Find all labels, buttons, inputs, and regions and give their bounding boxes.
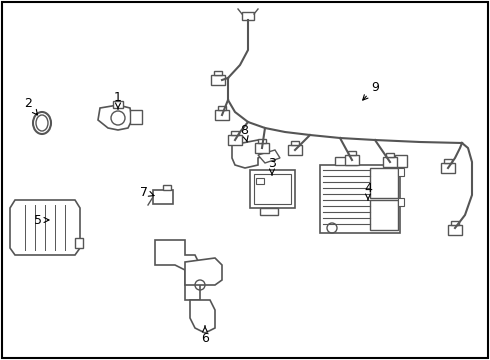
Bar [395,155,407,167]
Bar [448,225,462,235]
Bar [335,157,357,165]
Bar [163,185,171,190]
Polygon shape [190,300,215,333]
Bar [211,75,225,85]
Bar [383,157,397,167]
Polygon shape [155,240,200,300]
Polygon shape [232,140,265,168]
Bar [320,165,400,233]
Bar [153,190,173,204]
Bar [255,143,269,153]
Polygon shape [218,106,226,110]
Text: 3: 3 [268,157,276,175]
Polygon shape [451,221,459,225]
Bar [370,168,398,198]
Text: 2: 2 [24,96,38,115]
Polygon shape [258,150,280,163]
Text: 6: 6 [201,326,209,345]
Bar [398,168,404,176]
Bar [260,208,278,215]
Bar [345,155,359,165]
Text: 9: 9 [363,81,379,100]
Polygon shape [98,105,132,130]
Polygon shape [185,258,222,285]
Polygon shape [291,141,299,145]
Bar [113,101,123,108]
Text: 8: 8 [240,123,248,142]
Polygon shape [348,151,356,155]
Bar [256,178,264,184]
Text: 4: 4 [364,181,372,200]
Polygon shape [258,139,266,143]
Polygon shape [10,200,80,255]
Bar [254,174,291,204]
Bar [215,110,229,120]
Bar [441,163,455,173]
Bar [250,170,295,208]
Polygon shape [214,71,222,75]
Bar [370,200,398,230]
Bar [228,135,242,145]
Bar [75,238,83,248]
Bar [288,145,302,155]
Polygon shape [386,153,394,157]
Text: 1: 1 [114,90,122,109]
Text: 5: 5 [34,213,49,226]
Polygon shape [444,159,452,163]
Text: 7: 7 [140,185,154,198]
Bar [242,12,254,20]
Bar [398,198,404,206]
Bar [130,110,142,124]
Polygon shape [231,131,239,135]
